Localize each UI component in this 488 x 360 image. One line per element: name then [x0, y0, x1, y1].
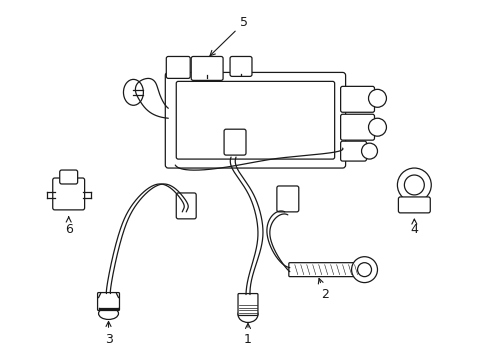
Text: 1: 1	[244, 324, 251, 346]
FancyBboxPatch shape	[53, 178, 84, 210]
Text: 2: 2	[318, 278, 328, 301]
Ellipse shape	[351, 257, 377, 283]
FancyBboxPatch shape	[176, 193, 196, 219]
Ellipse shape	[99, 307, 118, 319]
FancyBboxPatch shape	[340, 114, 374, 140]
Text: 6: 6	[64, 217, 73, 236]
Ellipse shape	[368, 89, 386, 107]
FancyBboxPatch shape	[229, 57, 251, 76]
FancyBboxPatch shape	[166, 57, 190, 78]
FancyBboxPatch shape	[224, 129, 245, 155]
Ellipse shape	[238, 306, 258, 323]
FancyBboxPatch shape	[60, 170, 78, 184]
FancyBboxPatch shape	[288, 263, 360, 276]
FancyBboxPatch shape	[398, 197, 429, 213]
FancyBboxPatch shape	[276, 186, 298, 212]
FancyBboxPatch shape	[340, 141, 366, 161]
Ellipse shape	[404, 175, 424, 195]
FancyBboxPatch shape	[176, 81, 334, 159]
Ellipse shape	[397, 168, 430, 202]
Ellipse shape	[361, 143, 377, 159]
Ellipse shape	[123, 80, 143, 105]
FancyBboxPatch shape	[165, 72, 345, 168]
FancyBboxPatch shape	[98, 293, 119, 310]
Text: 4: 4	[409, 219, 417, 236]
FancyBboxPatch shape	[340, 86, 374, 112]
Ellipse shape	[357, 263, 371, 276]
Text: 3: 3	[104, 321, 112, 346]
FancyBboxPatch shape	[238, 293, 258, 315]
Text: 5: 5	[210, 16, 247, 56]
Ellipse shape	[368, 118, 386, 136]
FancyBboxPatch shape	[191, 57, 223, 80]
